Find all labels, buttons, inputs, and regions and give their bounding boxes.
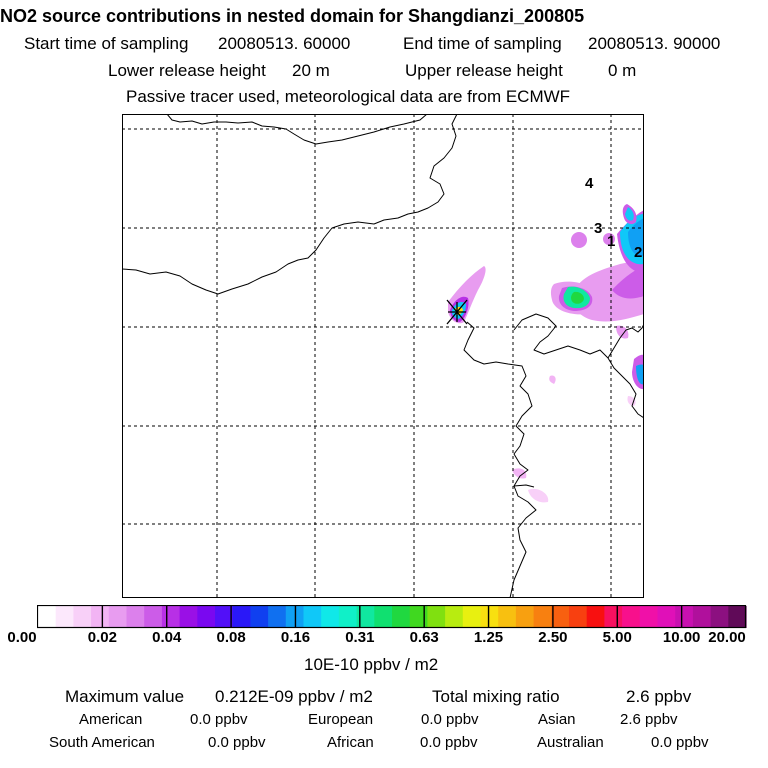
colorbar-cell bbox=[108, 606, 128, 628]
colorbar-cell bbox=[622, 606, 641, 628]
colorbar-cell bbox=[55, 606, 74, 628]
colorbar-cell bbox=[38, 606, 57, 628]
region-australian-value: 0.0 ppbv bbox=[651, 734, 709, 751]
colorbar-cell bbox=[427, 606, 446, 628]
colorbar-cell bbox=[657, 606, 676, 628]
colorbar-cell bbox=[692, 606, 712, 628]
map-frame bbox=[122, 114, 644, 598]
colorbar-cell bbox=[604, 606, 623, 628]
region-label-4: 4 bbox=[585, 175, 594, 192]
tracer-note: Passive tracer used, meteorological data… bbox=[126, 87, 571, 106]
colorbar-cell bbox=[268, 606, 287, 628]
end-time-label: End time of sampling bbox=[403, 34, 562, 53]
station-cross-marker-icon bbox=[446, 299, 468, 325]
colorbar-cell bbox=[338, 606, 358, 628]
plume-east bbox=[549, 325, 644, 406]
region-american-value: 0.0 ppbv bbox=[190, 711, 248, 728]
colorbar-tick-label: 10.00 bbox=[662, 629, 701, 646]
colorbar-cell bbox=[586, 606, 605, 628]
region-european-value: 0.0 ppbv bbox=[421, 711, 479, 728]
colorbar-cell bbox=[215, 606, 234, 628]
region-label-2: 2 bbox=[634, 244, 642, 261]
plume-middle bbox=[550, 281, 599, 315]
end-time-value: 20080513. 90000 bbox=[588, 34, 721, 53]
colorbar-cell bbox=[498, 606, 517, 628]
region-australian-label: Australian bbox=[537, 734, 604, 751]
colorbar-cell bbox=[321, 606, 340, 628]
upper-release-value: 0 m bbox=[608, 61, 637, 80]
colorbar-cell bbox=[179, 606, 198, 628]
plume-south bbox=[512, 468, 549, 503]
colorbar-tick-label: 2.50 bbox=[538, 629, 568, 646]
colorbar-cell bbox=[250, 606, 269, 628]
region-asian-label: Asian bbox=[538, 711, 576, 728]
colorbar-tick-label: 0.08 bbox=[216, 629, 246, 646]
colorbar-cell bbox=[126, 606, 145, 628]
start-time-value: 20080513. 60000 bbox=[218, 34, 351, 53]
start-time-label: Start time of sampling bbox=[24, 34, 189, 53]
colorbar-cell bbox=[161, 606, 181, 628]
lower-release-value: 20 m bbox=[292, 61, 330, 80]
colorbar-cell bbox=[569, 606, 588, 628]
colorbar-unit: 10E-10 ppbv / m2 bbox=[304, 655, 439, 674]
colorbar-cell bbox=[710, 606, 729, 628]
colorbar-cell bbox=[445, 606, 464, 628]
total-mixing-value: 2.6 ppbv bbox=[626, 687, 692, 706]
region-asian-value: 2.6 ppbv bbox=[620, 711, 678, 728]
region-south-american-label: South American bbox=[49, 734, 155, 751]
coastlines-borders bbox=[122, 114, 644, 598]
region-european-label: European bbox=[308, 711, 374, 728]
colorbar-cell bbox=[462, 606, 482, 628]
colorbar-cell bbox=[197, 606, 216, 628]
colorbar-cell bbox=[409, 606, 428, 628]
region-african-label: African bbox=[327, 734, 374, 751]
max-value-label: Maximum value bbox=[65, 687, 185, 706]
region-label-3: 3 bbox=[594, 220, 602, 237]
page-title: NO2 source contributions in nested domai… bbox=[0, 6, 585, 26]
colorbar-cell bbox=[144, 606, 163, 628]
colorbar-cell bbox=[356, 606, 375, 628]
colorbar-tick-label: 0.04 bbox=[152, 629, 182, 646]
upper-release-label: Upper release height bbox=[405, 61, 563, 80]
total-mixing-label: Total mixing ratio bbox=[432, 687, 560, 706]
colorbar-cell bbox=[232, 606, 251, 628]
region-south-american-value: 0.0 ppbv bbox=[208, 734, 266, 751]
colorbar-cell bbox=[392, 606, 411, 628]
max-value: 0.212E-09 ppbv / m2 bbox=[215, 687, 373, 706]
colorbar-cell bbox=[91, 606, 110, 628]
colorbar-cell bbox=[480, 606, 499, 628]
region-african-value: 0.0 ppbv bbox=[420, 734, 478, 751]
color-scale-bar bbox=[37, 605, 747, 629]
lat-lon-grid bbox=[122, 114, 644, 598]
region-american-label: American bbox=[79, 711, 143, 728]
colorbar-cell bbox=[533, 606, 552, 628]
lower-release-label: Lower release height bbox=[108, 61, 266, 80]
colorbar-cell bbox=[728, 606, 747, 628]
colorbar-tick-label: 0.00 bbox=[7, 629, 37, 646]
colorbar-tick-label: 20.00 bbox=[708, 629, 746, 646]
colorbar-cell bbox=[303, 606, 322, 628]
colorbar-tick-label: 0.02 bbox=[87, 629, 117, 646]
colorbar-cell bbox=[639, 606, 659, 628]
colorbar-cell bbox=[551, 606, 570, 628]
colorbar-cell bbox=[374, 606, 393, 628]
colorbar-cell bbox=[675, 606, 694, 628]
colorbar-tick-label: 5.00 bbox=[602, 629, 632, 646]
colorbar-cell bbox=[73, 606, 92, 628]
colorbar-tick-label: 0.31 bbox=[345, 629, 375, 646]
map-panel: 4 3 1 2 bbox=[122, 114, 644, 598]
colorbar-cell bbox=[515, 606, 535, 628]
plume-source-left bbox=[448, 266, 486, 324]
region-label-1: 1 bbox=[607, 233, 615, 250]
colorbar-tick-label: 1.25 bbox=[473, 629, 504, 646]
colorbar-tick-label: 0.16 bbox=[280, 629, 311, 646]
colorbar-tick-label: 0.63 bbox=[409, 629, 439, 646]
